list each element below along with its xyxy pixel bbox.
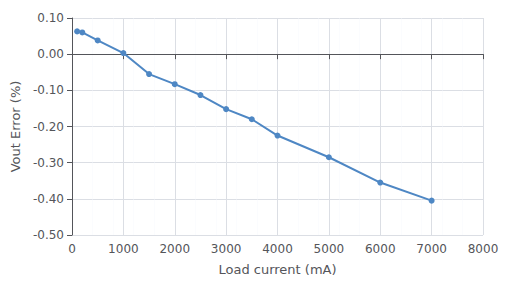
- svg-text:0: 0: [68, 242, 76, 256]
- svg-text:3000: 3000: [211, 242, 242, 256]
- svg-text:1000: 1000: [108, 242, 139, 256]
- svg-text:5000: 5000: [314, 242, 345, 256]
- svg-text:-0.30: -0.30: [33, 156, 64, 170]
- svg-text:7000: 7000: [416, 242, 447, 256]
- svg-text:-0.40: -0.40: [33, 192, 64, 206]
- svg-text:-0.50: -0.50: [33, 228, 64, 242]
- svg-text:Vout Error (%): Vout Error (%): [8, 81, 23, 173]
- svg-text:-0.20: -0.20: [33, 120, 64, 134]
- svg-text:2000: 2000: [159, 242, 190, 256]
- svg-text:0.00: 0.00: [37, 47, 64, 61]
- svg-text:8000: 8000: [468, 242, 499, 256]
- svg-text:6000: 6000: [365, 242, 396, 256]
- svg-text:-0.10: -0.10: [33, 83, 64, 97]
- svg-text:4000: 4000: [262, 242, 293, 256]
- svg-text:Load current (mA): Load current (mA): [218, 262, 336, 277]
- svg-text:0.10: 0.10: [37, 11, 64, 25]
